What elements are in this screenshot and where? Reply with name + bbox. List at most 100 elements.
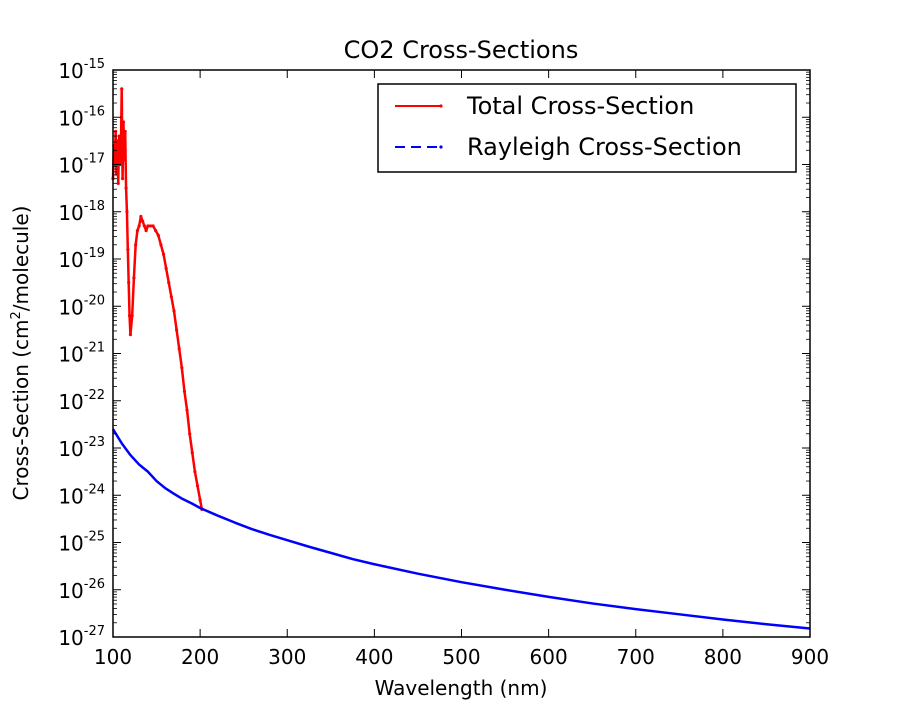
data-point-total [120,87,124,91]
y-tick-exponent: -18 [84,199,105,214]
y-tick-base: 10 [58,59,83,83]
data-point-total [159,243,163,247]
y-tick-base: 10 [58,532,83,556]
y-tick-label: 10-23 [58,435,105,461]
x-tick-label: 700 [617,645,655,669]
y-tick-base: 10 [58,154,83,178]
data-point-total [169,295,173,299]
data-point-total [127,281,131,285]
data-point-total [144,229,148,233]
data-point-total [119,153,123,157]
data-point-total [154,229,158,233]
y-tick-label: 10-24 [58,482,105,508]
y-tick-exponent: -27 [84,624,105,639]
data-point-total [156,233,160,237]
y-axis-ticks: 10-2710-2610-2510-2410-2310-2210-2110-20… [58,57,810,650]
data-point-total [182,389,187,393]
x-axis-ticks: 100 200 300 400 500 600 700 800 900 [94,70,829,669]
data-point-total [135,229,139,233]
x-tick-label: 900 [791,645,829,669]
data-point-total [134,243,138,247]
data-point-total [151,224,155,228]
y-tick-base: 10 [58,106,83,130]
x-tick-label: 100 [94,645,132,669]
y-tick-base: 10 [58,437,83,461]
y-tick-base: 10 [58,579,83,603]
data-point-total [175,328,179,332]
y-tick-label: 10-18 [58,199,105,225]
y-tick-label: 10-25 [58,530,105,556]
data-point-total [148,224,153,228]
y-tick-exponent: -16 [84,104,105,119]
data-point-total [198,498,202,502]
series-line-rayleigh [111,428,811,630]
x-tick-label: 300 [268,645,306,669]
y-tick-base: 10 [58,626,83,650]
data-point-total [120,177,125,181]
x-tick-label: 500 [442,645,480,669]
legend-label-total: Total Cross-Section [466,92,694,120]
data-point-total [126,247,130,252]
data-point-total [195,484,200,488]
y-tick-label: 10-20 [58,293,105,319]
y-tick-exponent: -17 [84,152,105,167]
legend-marker-rayleigh [439,145,443,149]
data-point-total [180,366,184,370]
y-tick-label: 10-15 [58,57,105,83]
y-tick-exponent: -19 [84,246,105,261]
y-axis-label-suffix: /molecule) [9,206,33,312]
x-tick-label: 600 [530,645,568,669]
data-point-total [190,451,194,455]
data-point-total [128,333,133,337]
data-point-total [185,408,189,412]
data-point-total [146,224,150,228]
y-tick-label: 10-26 [58,577,105,603]
x-tick-label: 400 [355,645,393,669]
data-point-total [121,120,126,124]
data-point-total [122,158,126,162]
legend-marker-total [439,104,443,108]
data-point-total [125,210,129,214]
legend: Total Cross-Section Rayleigh Cross-Secti… [377,83,797,173]
data-point-total [142,224,146,228]
data-point-total [123,129,127,134]
data-point-total [193,470,197,474]
y-tick-base: 10 [58,248,83,272]
y-axis-label: Cross-Section (cm2/molecule) [9,206,33,501]
data-point-total [124,186,128,190]
y-tick-base: 10 [58,484,83,508]
y-tick-label: 10-17 [58,152,105,178]
y-tick-exponent: -24 [84,482,105,497]
data-point-total [177,347,181,351]
y-tick-exponent: -26 [84,577,105,592]
x-tick-label: 800 [704,645,742,669]
data-point-total [137,224,141,228]
y-tick-label: 10-27 [58,624,105,650]
y-tick-base: 10 [58,343,83,367]
legend-box [377,83,797,173]
y-tick-label: 10-19 [58,246,105,272]
legend-label-rayleigh: Rayleigh Cross-Section [467,133,742,161]
y-tick-exponent: -25 [84,530,105,545]
y-tick-base: 10 [58,295,83,319]
data-point-total [167,281,171,285]
y-axis-label-superscript: 2 [9,311,24,319]
y-axis-label-prefix: Cross-Section (cm [9,319,33,500]
y-tick-label: 10-22 [58,388,105,414]
y-tick-label: 10-16 [58,104,105,130]
y-tick-exponent: -23 [84,435,105,450]
plot-area [111,87,811,630]
y-tick-exponent: -22 [84,388,105,403]
x-tick-label: 200 [181,645,219,669]
y-tick-exponent: -15 [84,57,105,72]
chart-title: CO2 Cross-Sections [344,36,579,64]
data-point-total [117,134,121,138]
data-point-total [161,252,166,256]
data-point-total [127,314,132,318]
data-point-total [141,219,145,223]
y-tick-exponent: -20 [84,293,105,308]
data-point-total [188,432,192,436]
y-tick-base: 10 [58,390,83,414]
